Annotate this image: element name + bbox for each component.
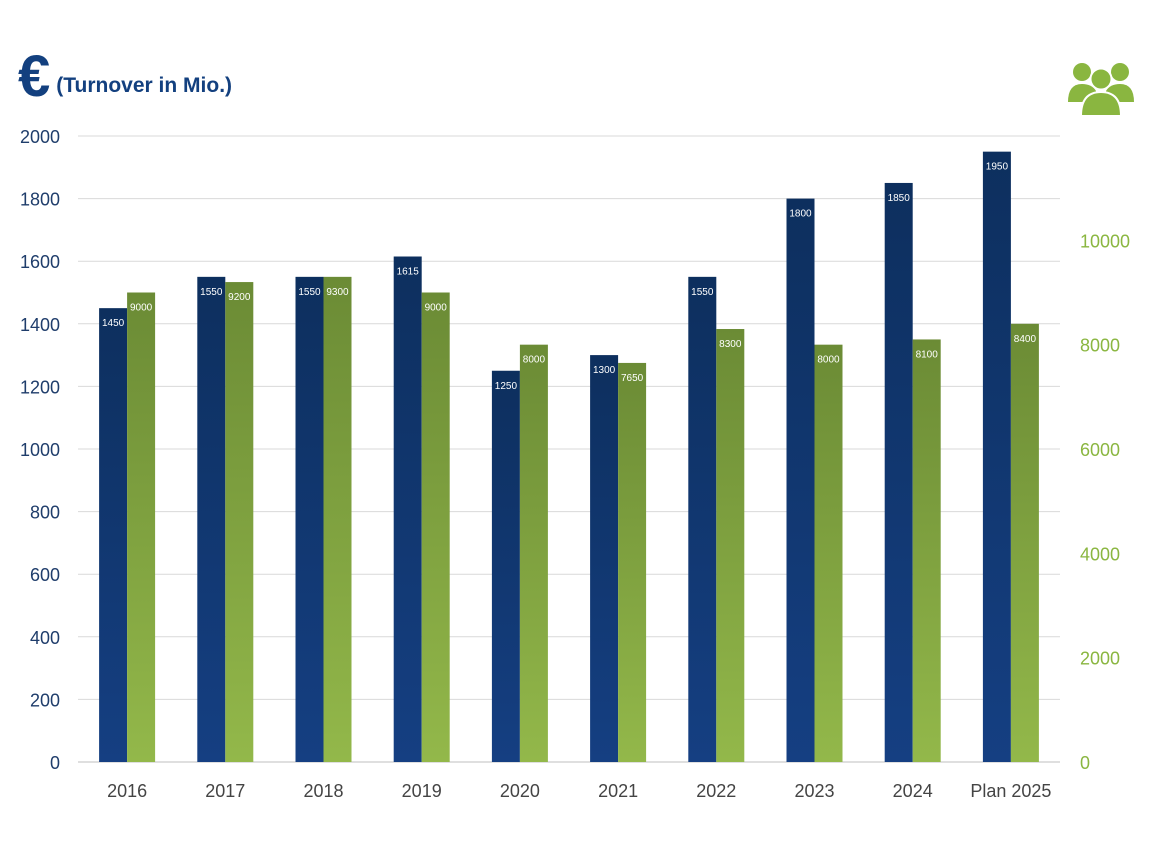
turnover-bar: [99, 308, 128, 762]
turnover-data-label: 1550: [691, 287, 714, 298]
employees-data-label: 9200: [228, 292, 251, 303]
category-label: Plan 2025: [970, 781, 1051, 801]
employees-data-label: 9000: [130, 303, 153, 314]
employees-data-label: 8400: [1014, 334, 1037, 345]
employees-data-label: 7650: [621, 373, 644, 384]
right-axis-tick-label: 6000: [1080, 440, 1120, 460]
left-axis-tick-label: 1000: [20, 440, 60, 460]
employees-bar: [225, 282, 254, 762]
turnover-data-label: 1300: [593, 365, 616, 376]
left-axis-tick-label: 2000: [20, 127, 60, 147]
right-axis-tick-label: 8000: [1080, 336, 1120, 356]
category-label: 2017: [205, 781, 245, 801]
category-axis: 2016 2017 2018 2019 2020 2021 2022 2023 2024 Plan…: [107, 781, 1051, 801]
data-labels: 1450 9000 1550 9200 1550 9300 1615 9000 1250 8000…: [102, 162, 1036, 392]
category-label: 2016: [107, 781, 147, 801]
left-axis-tick-label: 800: [30, 503, 60, 523]
right-axis-tick-label: 0: [1080, 753, 1090, 773]
left-axis-tick-label: 1600: [20, 252, 60, 272]
category-label: 2020: [500, 781, 540, 801]
chart-header: € (Turnover in Mio.): [18, 48, 232, 106]
turnover-bar: [295, 276, 324, 762]
employees-data-label: 8100: [916, 349, 939, 360]
employees-bar: [421, 292, 450, 762]
people-group-icon: [1068, 63, 1134, 117]
turnover-data-label: 1450: [102, 318, 125, 329]
employees-data-label: 8000: [817, 355, 840, 366]
turnover-bar: [393, 256, 422, 762]
right-axis-tick-label: 10000: [1080, 231, 1130, 251]
turnover-data-label: 1950: [986, 162, 1009, 173]
turnover-bar: [688, 276, 717, 762]
euro-icon: €: [18, 44, 51, 109]
turnover-data-label: 1550: [298, 287, 321, 298]
turnover-data-label: 1250: [495, 381, 518, 392]
employees-bar: [716, 329, 745, 762]
employees-bar: [519, 344, 548, 762]
employees-bar: [127, 292, 156, 762]
employees-bar: [323, 276, 352, 762]
category-label: 2024: [893, 781, 933, 801]
turnover-bar: [884, 182, 913, 762]
right-axis: 0 2000 4000 6000 8000 10000: [1080, 231, 1130, 773]
right-axis-tick-label: 2000: [1080, 649, 1120, 669]
turnover-data-label: 1800: [789, 209, 812, 220]
employees-data-label: 9300: [326, 287, 349, 298]
category-label: 2021: [598, 781, 638, 801]
category-label: 2023: [794, 781, 834, 801]
category-label: 2019: [402, 781, 442, 801]
turnover-bar: [197, 276, 226, 762]
employees-data-label: 9000: [425, 303, 448, 314]
left-axis-tick-label: 400: [30, 628, 60, 648]
left-axis-tick-label: 1400: [20, 315, 60, 335]
right-axis-tick-label: 4000: [1080, 544, 1120, 564]
employees-data-label: 8000: [523, 355, 546, 366]
bars: [99, 151, 1039, 763]
left-axis-tick-label: 1800: [20, 190, 60, 210]
turnover-bar: [590, 355, 619, 762]
left-axis-unit-label: (Turnover in Mio.): [56, 74, 233, 97]
turnover-data-label: 1550: [200, 287, 223, 298]
employees-data-label: 8300: [719, 339, 742, 350]
turnover-bar: [982, 151, 1011, 762]
category-label: 2022: [696, 781, 736, 801]
left-axis-tick-label: 600: [30, 565, 60, 585]
turnover-bar: [786, 198, 815, 763]
turnover-data-label: 1615: [397, 267, 420, 278]
employees-bar: [912, 339, 941, 762]
employees-bar: [814, 344, 843, 762]
turnover-data-label: 1850: [888, 193, 911, 204]
left-axis-tick-label: 0: [50, 753, 60, 773]
left-axis-tick-label: 1200: [20, 377, 60, 397]
employees-bar: [1010, 323, 1039, 762]
category-label: 2018: [303, 781, 343, 801]
employees-bar: [618, 362, 647, 762]
left-axis-tick-label: 200: [30, 690, 60, 710]
turnover-bar: [491, 370, 520, 762]
left-axis: 0 200 400 600 800 1000 1200 1400 1600 1800 2000: [20, 127, 60, 773]
